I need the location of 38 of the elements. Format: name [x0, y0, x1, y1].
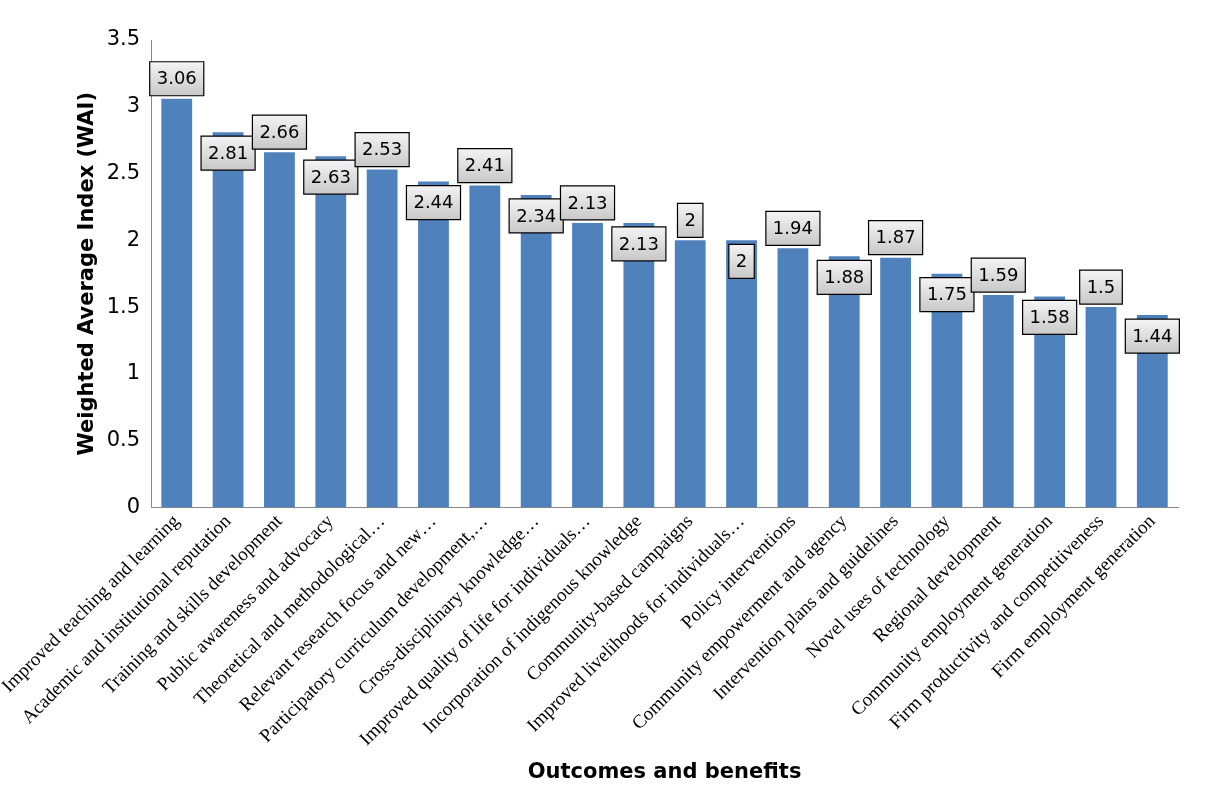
y-tick-label: 1	[126, 360, 141, 385]
data-label: 2.41	[464, 154, 505, 176]
bar	[777, 248, 809, 508]
data-label: 1.5	[1086, 275, 1116, 297]
y-tick-label: 0.5	[106, 427, 141, 452]
data-label: 1.58	[1029, 306, 1070, 328]
bar	[880, 257, 911, 508]
y-tick-label: 1.5	[106, 293, 141, 318]
data-label: 1.59	[978, 263, 1019, 285]
y-tick-label: 3	[126, 93, 141, 118]
data-label: 2.34	[516, 204, 557, 226]
y-tick-label: 2.5	[106, 160, 141, 185]
y-tick-label: 3.5	[106, 26, 141, 51]
data-label: 2.66	[259, 120, 300, 142]
data-label: 2	[735, 250, 748, 271]
data-label: 2.13	[618, 232, 659, 254]
bar	[469, 185, 501, 508]
bar	[674, 240, 706, 508]
bar	[1085, 307, 1117, 508]
data-label: 2	[684, 209, 696, 230]
data-label: 3.06	[156, 67, 197, 89]
y-tick-label: 0	[126, 493, 141, 518]
data-label: 1.87	[875, 226, 916, 248]
bar	[982, 295, 1014, 508]
data-label: 2.63	[310, 165, 351, 187]
data-label: 2.81	[208, 141, 249, 163]
x-axis-title: Outcomes and benefits	[527, 758, 802, 783]
data-label: 2.53	[362, 138, 403, 160]
data-label: 2.13	[567, 191, 608, 213]
y-axis-title: Weighted Average Index (WAI)	[73, 92, 98, 456]
y-tick-label: 2	[126, 226, 141, 251]
bar	[726, 240, 757, 508]
data-label: 1.94	[772, 217, 813, 239]
bar	[366, 169, 398, 508]
data-label: 1.88	[824, 266, 865, 288]
data-label: 1.75	[926, 283, 967, 305]
data-label: 2.44	[413, 191, 454, 213]
data-label: 1.44	[1132, 324, 1173, 346]
